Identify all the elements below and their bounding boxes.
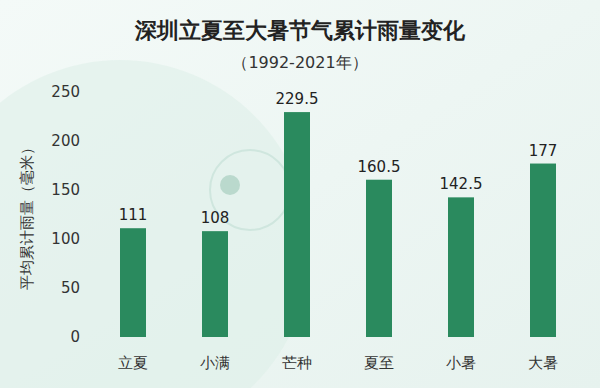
bars — [120, 112, 556, 337]
y-tick-label: 200 — [51, 132, 80, 150]
bar — [530, 164, 556, 337]
bar — [448, 197, 474, 337]
data-label: 160.5 — [358, 158, 401, 176]
bar — [202, 231, 228, 337]
chart: 深圳立夏至大暑节气累计雨量变化 （1992-2021年） 平均累计雨量（毫米） 0 50… — [0, 0, 600, 388]
x-tick-label: 小暑 — [446, 354, 476, 372]
y-tick-label: 0 — [70, 328, 80, 346]
x-tick-label: 芒种 — [282, 354, 312, 372]
data-label: 177 — [529, 142, 558, 160]
subtitle: （1992-2021年） — [232, 53, 367, 72]
decoration — [0, 60, 310, 388]
y-tick-label: 150 — [51, 181, 80, 199]
data-label: 108 — [201, 209, 230, 227]
bar — [284, 112, 310, 337]
bar — [120, 228, 146, 337]
data-label: 142.5 — [440, 175, 483, 193]
y-axis-label: 平均累计雨量（毫米） — [18, 140, 36, 290]
y-tick-label: 50 — [61, 279, 80, 297]
x-tick-label: 小满 — [200, 354, 230, 372]
data-label: 111 — [119, 206, 148, 224]
title: 深圳立夏至大暑节气累计雨量变化 — [134, 18, 466, 43]
x-tick-label: 大暑 — [528, 354, 558, 372]
x-tick-label: 立夏 — [118, 354, 148, 372]
y-tick-label: 250 — [51, 83, 80, 101]
bar — [366, 180, 392, 337]
y-tick-label: 100 — [51, 230, 80, 248]
data-label: 229.5 — [276, 90, 319, 108]
decoration — [220, 175, 240, 195]
x-tick-label: 夏至 — [364, 354, 394, 372]
